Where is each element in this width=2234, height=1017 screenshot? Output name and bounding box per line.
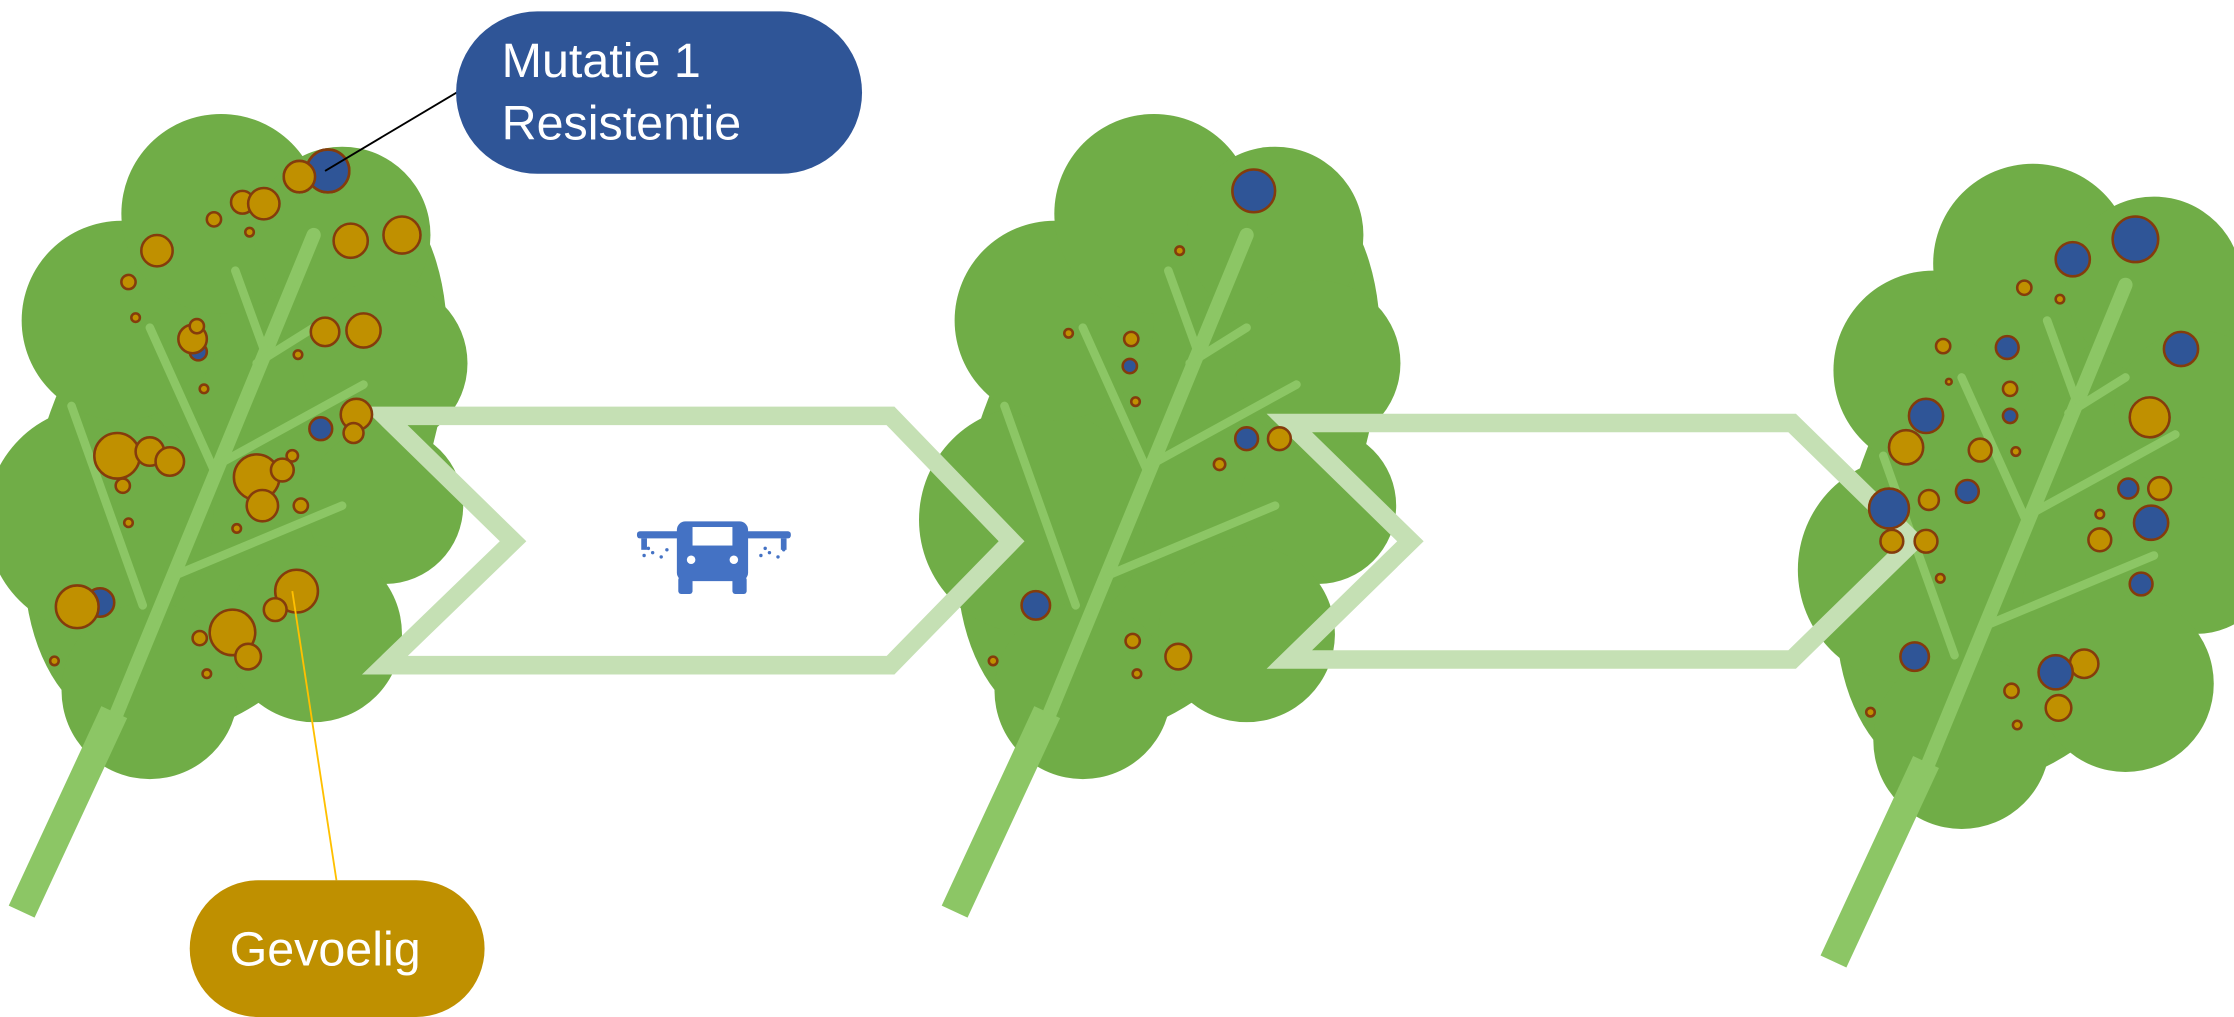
susceptible-spot	[1946, 379, 1952, 385]
susceptible-spot	[207, 212, 221, 226]
susceptible-spot	[989, 657, 998, 666]
susceptible-spot	[56, 585, 99, 628]
susceptible-spot	[1133, 669, 1142, 678]
susceptible-spot	[2130, 397, 2170, 437]
susceptible-spot	[1214, 459, 1225, 470]
susceptible-spot	[2017, 281, 2031, 295]
susceptible-spot	[284, 161, 315, 192]
callout-text: Gevoelig	[230, 923, 421, 977]
resistant-spot	[1996, 336, 2019, 359]
sprayer-icon	[637, 521, 791, 594]
resistant-spot	[2164, 332, 2198, 366]
susceptible-spot	[344, 423, 364, 443]
susceptible-spot	[131, 313, 140, 322]
susceptible-spot	[245, 228, 254, 237]
susceptible-spot	[1969, 439, 1992, 462]
leaf	[1750, 143, 2234, 962]
callout-text: Mutatie 1	[502, 34, 701, 88]
susceptible-spot	[1131, 397, 1140, 406]
susceptible-spot	[190, 319, 204, 333]
susceptible-spot	[1919, 490, 1939, 510]
callout-line	[325, 91, 459, 171]
susceptible-spot	[2004, 684, 2018, 698]
resistant-spot	[1123, 359, 1137, 373]
susceptible-spot	[383, 217, 420, 254]
resistant-spot	[2039, 655, 2073, 689]
susceptible-spot	[2070, 650, 2098, 678]
susceptible-spot	[232, 524, 241, 533]
resistant-spot	[2118, 479, 2138, 499]
resistant-spot	[1956, 480, 1979, 503]
susceptible-spot	[1936, 574, 1945, 583]
resistant-spot	[2113, 217, 2159, 263]
susceptible-spot	[2003, 382, 2017, 396]
susceptible-spot	[1124, 332, 1138, 346]
susceptible-spot	[116, 479, 130, 493]
resistant-spot	[2003, 409, 2017, 423]
susceptible-spot	[311, 318, 339, 346]
susceptible-spot	[346, 313, 380, 347]
diagram: Mutatie 1 Resistentie Gevoelig	[0, 0, 2234, 1017]
resistant-spot	[1900, 642, 1928, 670]
susceptible-spot	[1889, 430, 1923, 464]
susceptible-spot	[294, 499, 308, 513]
susceptible-spot	[203, 669, 212, 678]
resistant-spot	[1232, 170, 1275, 213]
callout-text: Resistentie	[502, 97, 741, 151]
susceptible-spot	[1175, 246, 1184, 255]
susceptible-spot	[2046, 695, 2072, 721]
resistant-spot	[2056, 242, 2090, 276]
susceptible-spot	[124, 518, 133, 527]
susceptible-spot	[294, 350, 303, 359]
resistant-spot	[1869, 489, 1909, 529]
susceptible-spot	[1936, 339, 1950, 353]
page: {"callouts": {"mutation": {"line1": "Mut…	[0, 0, 2234, 1017]
susceptible-spot	[2013, 721, 2022, 730]
susceptible-spot	[248, 188, 279, 219]
susceptible-spot	[200, 385, 209, 394]
susceptible-spot	[193, 631, 207, 645]
resistant-spot	[2134, 506, 2168, 540]
susceptible-spot	[1915, 530, 1938, 553]
susceptible-spot	[2012, 447, 2021, 456]
susceptible-spot	[1126, 634, 1140, 648]
susceptible-spot	[1866, 708, 1875, 717]
resistant-spot	[309, 417, 332, 440]
susceptible-spot	[287, 450, 298, 461]
susceptible-spot	[1165, 644, 1191, 670]
susceptible-spot	[50, 657, 59, 666]
resistant-spot	[1235, 427, 1258, 450]
resistant-spot	[1909, 399, 1943, 433]
susceptible-spot	[264, 598, 287, 621]
resistant-spot	[1022, 591, 1050, 619]
resistant-spot	[2130, 573, 2153, 596]
susceptible-spot	[1880, 530, 1903, 553]
susceptible-spot	[2088, 528, 2111, 551]
susceptible-spot	[156, 447, 184, 475]
susceptible-spot	[1064, 329, 1073, 338]
susceptible-spot	[235, 644, 261, 670]
susceptible-spot	[247, 490, 278, 521]
susceptible-spot	[141, 235, 172, 266]
susceptible-spot	[334, 224, 368, 258]
susceptible-spot	[94, 433, 140, 479]
susceptible-spot	[2096, 510, 2105, 519]
susceptible-spot	[2056, 295, 2065, 304]
susceptible-spot	[2148, 477, 2171, 500]
susceptible-spot	[1268, 427, 1291, 450]
susceptible-spot	[121, 275, 135, 289]
